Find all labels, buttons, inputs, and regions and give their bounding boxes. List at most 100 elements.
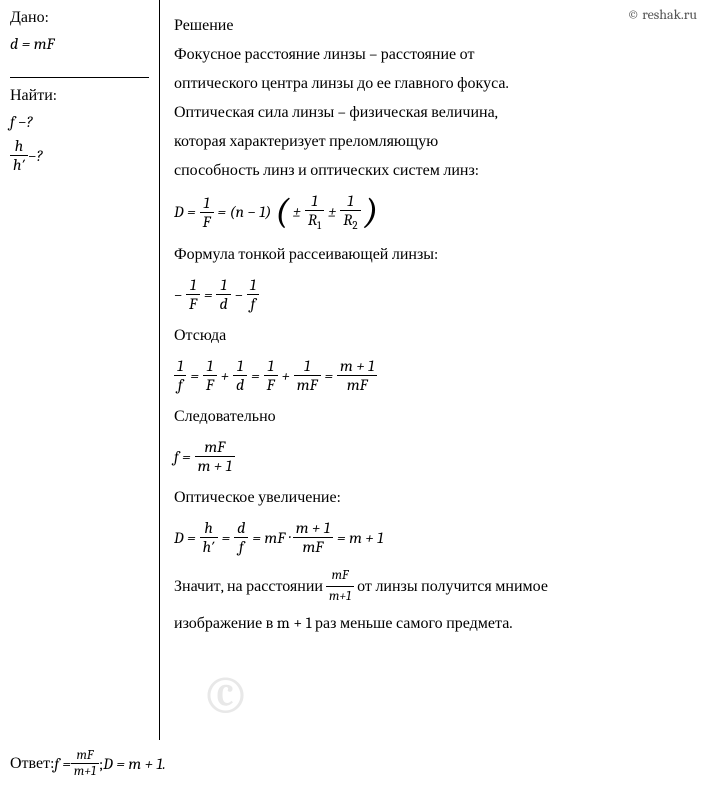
solution-title: Решение [174,13,695,37]
answer-part1-left: f = [54,755,71,773]
eq3-f1-num: 1 [174,357,186,376]
eq3-f4-num: 1 [264,357,278,376]
answer-den: m+1 [71,764,99,779]
eq2-f2-den: d [216,295,230,313]
given-formula: d = mF [10,35,149,53]
eq3-f6-num: m + 1 [337,357,377,376]
eq3-frac5: 1 mF [294,357,321,394]
p10a: Значит, на расстоянии [174,574,323,598]
eq3-f5-den: mF [294,376,321,394]
eq3-f4-den: F [264,376,278,394]
eq3-f3-num: 1 [233,357,247,376]
eq3-f2-num: 1 [203,357,217,376]
find-fraction: h h′ [10,137,28,174]
eq3-frac6: m + 1 mF [337,357,377,394]
eq1-pm2: ± [328,203,336,221]
eq1-r1: R [308,211,317,229]
eq2-frac1: 1 F [186,276,200,313]
eq4-left: f = [174,448,191,466]
given-find-column: Дано: d = mF Найти: f −? h h′ −? [0,0,160,740]
find-title: Найти: [10,86,149,105]
given-section: Дано: d = mF [10,8,149,78]
find-q2: −? [28,147,43,165]
eq3-plus1: + [221,367,229,385]
solution-p6: Формула тонкой рассеивающей линзы: [174,242,695,266]
eq1-frac3: 1 R2 [340,192,360,232]
eq2-f2-num: 1 [216,276,230,295]
eq3-frac1: 1 f [174,357,186,394]
equation-3: 1 f = 1 F + 1 d = 1 F + 1 mF [174,357,695,394]
find-q1: −? [15,113,33,131]
eq1-f2-den: R1 [305,211,324,232]
eq5-eq2: = mF · [252,529,288,547]
eq5-f2-num: d [234,519,248,538]
eq3-f2-den: F [203,376,217,394]
solution-p3: Оптическая сила линзы – физическая велич… [174,100,695,124]
equation-1: D = 1 F = (n − 1) ( ± 1 R1 ± 1 R2 ) [174,192,695,232]
eq2-minus: − [235,286,243,304]
find-frac-num: h [10,137,28,156]
find-item-1: f −? [10,113,149,131]
eq2-frac2: 1 d [216,276,230,313]
eq2-eq: = [204,286,213,304]
eq3-eq3: = [325,367,334,385]
eq5-frac3: m + 1 mF [293,519,333,556]
eq2-neg: − [174,286,182,304]
eq1-frac2: 1 R1 [305,192,324,232]
solution-p5: способность линз и оптических систем лин… [174,158,695,182]
eq1-f3-den: R2 [340,211,360,232]
find-section: Найти: f −? h h′ −? [10,86,149,174]
solution-column: Решение Фокусное расстояние линзы – расс… [160,0,709,740]
main-container: Дано: d = mF Найти: f −? h h′ −? Решение… [0,0,709,740]
eq5-f3-den: mF [293,538,333,556]
find-frac-den: h′ [10,156,28,174]
eq3-frac4: 1 F [264,357,278,394]
eq2-f1-den: F [186,295,200,313]
find-item-2: h h′ −? [10,137,149,174]
eq5-f2-den: f [234,538,248,556]
solution-p1: Фокусное расстояние линзы – расстояние о… [174,42,695,66]
eq1-mid: = (n − 1) [218,203,272,221]
answer-label: Ответ: [10,754,54,773]
equation-5: D = h h′ = d f = mF · m + 1 mF = m + 1 [174,519,695,556]
eq2-f3-num: 1 [247,276,259,295]
eq3-f6-den: mF [337,376,377,394]
eq1-sub1: 1 [317,219,321,232]
eq4-frac: mF m + 1 [195,438,235,475]
p10b: от линзы получится мнимое [357,574,548,598]
eq4-den: m + 1 [195,457,235,475]
eq5-frac1: h h′ [200,519,218,556]
solution-p4: которая характеризует преломляющую [174,129,695,153]
eq3-eq2: = [251,367,260,385]
p10-frac: mF m+1 [326,566,354,606]
solution-p2: оптического центра линзы до ее главного … [174,71,695,95]
eq1-f2-num: 1 [305,192,324,211]
eq5-eq1: = [222,529,231,547]
eq3-f1-den: f [174,376,186,394]
eq1-f1-den: F [200,213,214,231]
eq3-f5-num: 1 [294,357,321,376]
eq1-f3-num: 1 [340,192,360,211]
equation-4: f = mF m + 1 [174,438,695,475]
eq2-f1-num: 1 [186,276,200,295]
eq3-f3-den: d [233,376,247,394]
eq3-frac3: 1 d [233,357,247,394]
solution-p11: изображение в m + 1 раз меньше самого пр… [174,611,695,635]
eq5-left: D = [174,529,196,547]
eq3-plus2: + [282,367,290,385]
eq3-frac2: 1 F [203,357,217,394]
p10-num: mF [326,566,354,587]
given-title: Дано: [10,8,149,27]
eq4-num: mF [195,438,235,457]
answer-frac: mF m+1 [71,748,99,779]
eq5-f1-den: h′ [200,538,218,556]
eq1-pm1: ± [293,203,301,221]
answer-num: mF [71,748,99,764]
eq1-frac1: 1 F [200,194,214,231]
solution-p9: Оптическое увеличение: [174,485,695,509]
eq5-frac2: d f [234,519,248,556]
eq5-eq3: = m + 1 [337,529,383,547]
eq2-frac3: 1 f [247,276,259,313]
answer-section: Ответ: f = mF m+1 ; D = m + 1. [0,740,709,787]
solution-p7: Отсюда [174,323,695,347]
